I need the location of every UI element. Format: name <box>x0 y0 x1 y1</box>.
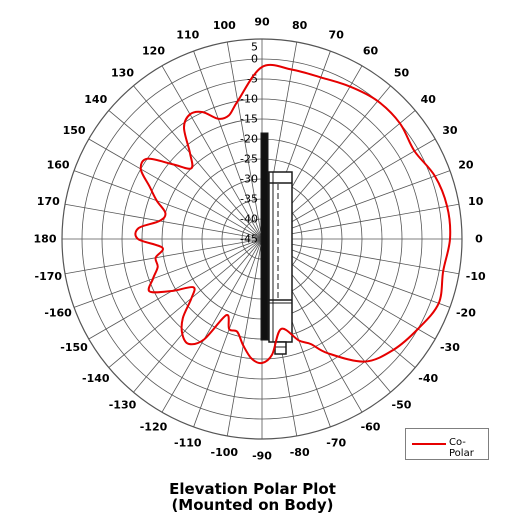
radial-tick-label: -10 <box>240 93 258 106</box>
angle-tick-label: 70 <box>329 29 345 42</box>
angle-tick-label: -140 <box>82 372 110 385</box>
angle-tick-label: -40 <box>418 372 438 385</box>
angle-tick-label: -150 <box>60 341 88 354</box>
grid-spoke <box>133 238 263 393</box>
angle-tick-label: -170 <box>35 270 63 283</box>
angle-tick-label: 80 <box>292 19 308 32</box>
grid-spoke <box>226 238 263 437</box>
angle-tick-label: -50 <box>392 399 412 412</box>
angle-tick-label: -30 <box>440 341 460 354</box>
radial-tick-label: -35 <box>240 193 258 206</box>
grid-spoke <box>193 238 263 428</box>
angle-tick-label: 160 <box>47 158 70 171</box>
radial-tick-label: 0 <box>251 53 258 66</box>
radial-labels: 50-5-10-15-20-25-30-35-40-45 <box>240 41 258 246</box>
angle-tick-label: 120 <box>142 45 165 58</box>
grid-spoke <box>88 138 263 240</box>
angle-tick-label: 130 <box>111 66 134 79</box>
device-body <box>268 171 293 343</box>
grid-spoke <box>261 238 460 275</box>
angle-tick-label: 180 <box>34 233 57 246</box>
co-polar-series-line <box>134 63 452 365</box>
device-drawing <box>260 132 293 355</box>
angle-tick-label: 40 <box>421 93 437 106</box>
angle-tick-label: -70 <box>326 436 346 449</box>
grid-spoke <box>161 238 263 413</box>
angle-tick-label: 30 <box>442 124 458 137</box>
grid-spoke <box>133 85 263 240</box>
angle-tick-label: 60 <box>363 45 379 58</box>
legend-label-co-polar: Co-Polar <box>449 437 474 459</box>
angle-tick-label: 0 <box>475 233 483 246</box>
angle-tick-label: 100 <box>213 19 236 32</box>
angle-tick-label: -60 <box>361 420 381 433</box>
angle-tick-label: 20 <box>458 158 474 171</box>
angle-tick-label: -130 <box>109 399 137 412</box>
grid-spoke <box>226 41 263 240</box>
angle-tick-label: 140 <box>84 93 107 106</box>
angle-tick-label: -90 <box>252 450 272 463</box>
grid-spoke <box>73 238 263 308</box>
radial-tick-label: -20 <box>240 133 258 146</box>
angle-tick-label: 150 <box>63 124 86 137</box>
radial-tick-label: -30 <box>240 173 258 186</box>
grid-spoke <box>73 170 263 240</box>
grid-spoke <box>193 50 263 240</box>
angle-tick-label: -160 <box>44 307 72 320</box>
grid-spoke <box>261 203 460 240</box>
radial-tick-label: -15 <box>240 113 258 126</box>
angle-tick-label: 110 <box>176 29 199 42</box>
device-pole <box>260 132 269 341</box>
angle-tick-label: 10 <box>468 195 484 208</box>
angle-labels: 90 80706050403020100-10-20-30-40-50-60-70… <box>34 16 486 463</box>
grid-spoke <box>64 238 263 275</box>
angle-tick-label: -10 <box>466 270 486 283</box>
angle-tick-label: -80 <box>290 446 310 459</box>
angle-tick-label: 90 <box>254 16 270 29</box>
chart-subtitle: (Mounted on Body) <box>171 496 334 514</box>
grid-spoke <box>108 110 263 240</box>
radial-tick-label: -45 <box>240 233 258 246</box>
angle-tick-label: -120 <box>140 420 168 433</box>
radial-tick-label: 5 <box>251 41 258 54</box>
device-connector <box>274 341 287 355</box>
angle-tick-label: -100 <box>211 446 239 459</box>
angle-tick-label: -110 <box>174 436 202 449</box>
chart-title: Elevation Polar Plot <box>169 480 336 498</box>
legend-swatch-co-polar <box>412 443 446 445</box>
grid-spoke <box>261 238 451 308</box>
angle-tick-label: 50 <box>394 66 410 79</box>
grid-spoke <box>108 238 263 368</box>
grid-spoke <box>161 65 263 240</box>
chart-legend: Co-Polar <box>405 428 489 460</box>
radial-tick-label: -40 <box>240 213 258 226</box>
angle-tick-label: 170 <box>37 195 60 208</box>
angle-tick-label: -20 <box>456 307 476 320</box>
grid-spoke <box>261 170 451 240</box>
grid-spoke <box>64 203 263 240</box>
radial-tick-label: -25 <box>240 153 258 166</box>
grid-spoke <box>88 238 263 340</box>
